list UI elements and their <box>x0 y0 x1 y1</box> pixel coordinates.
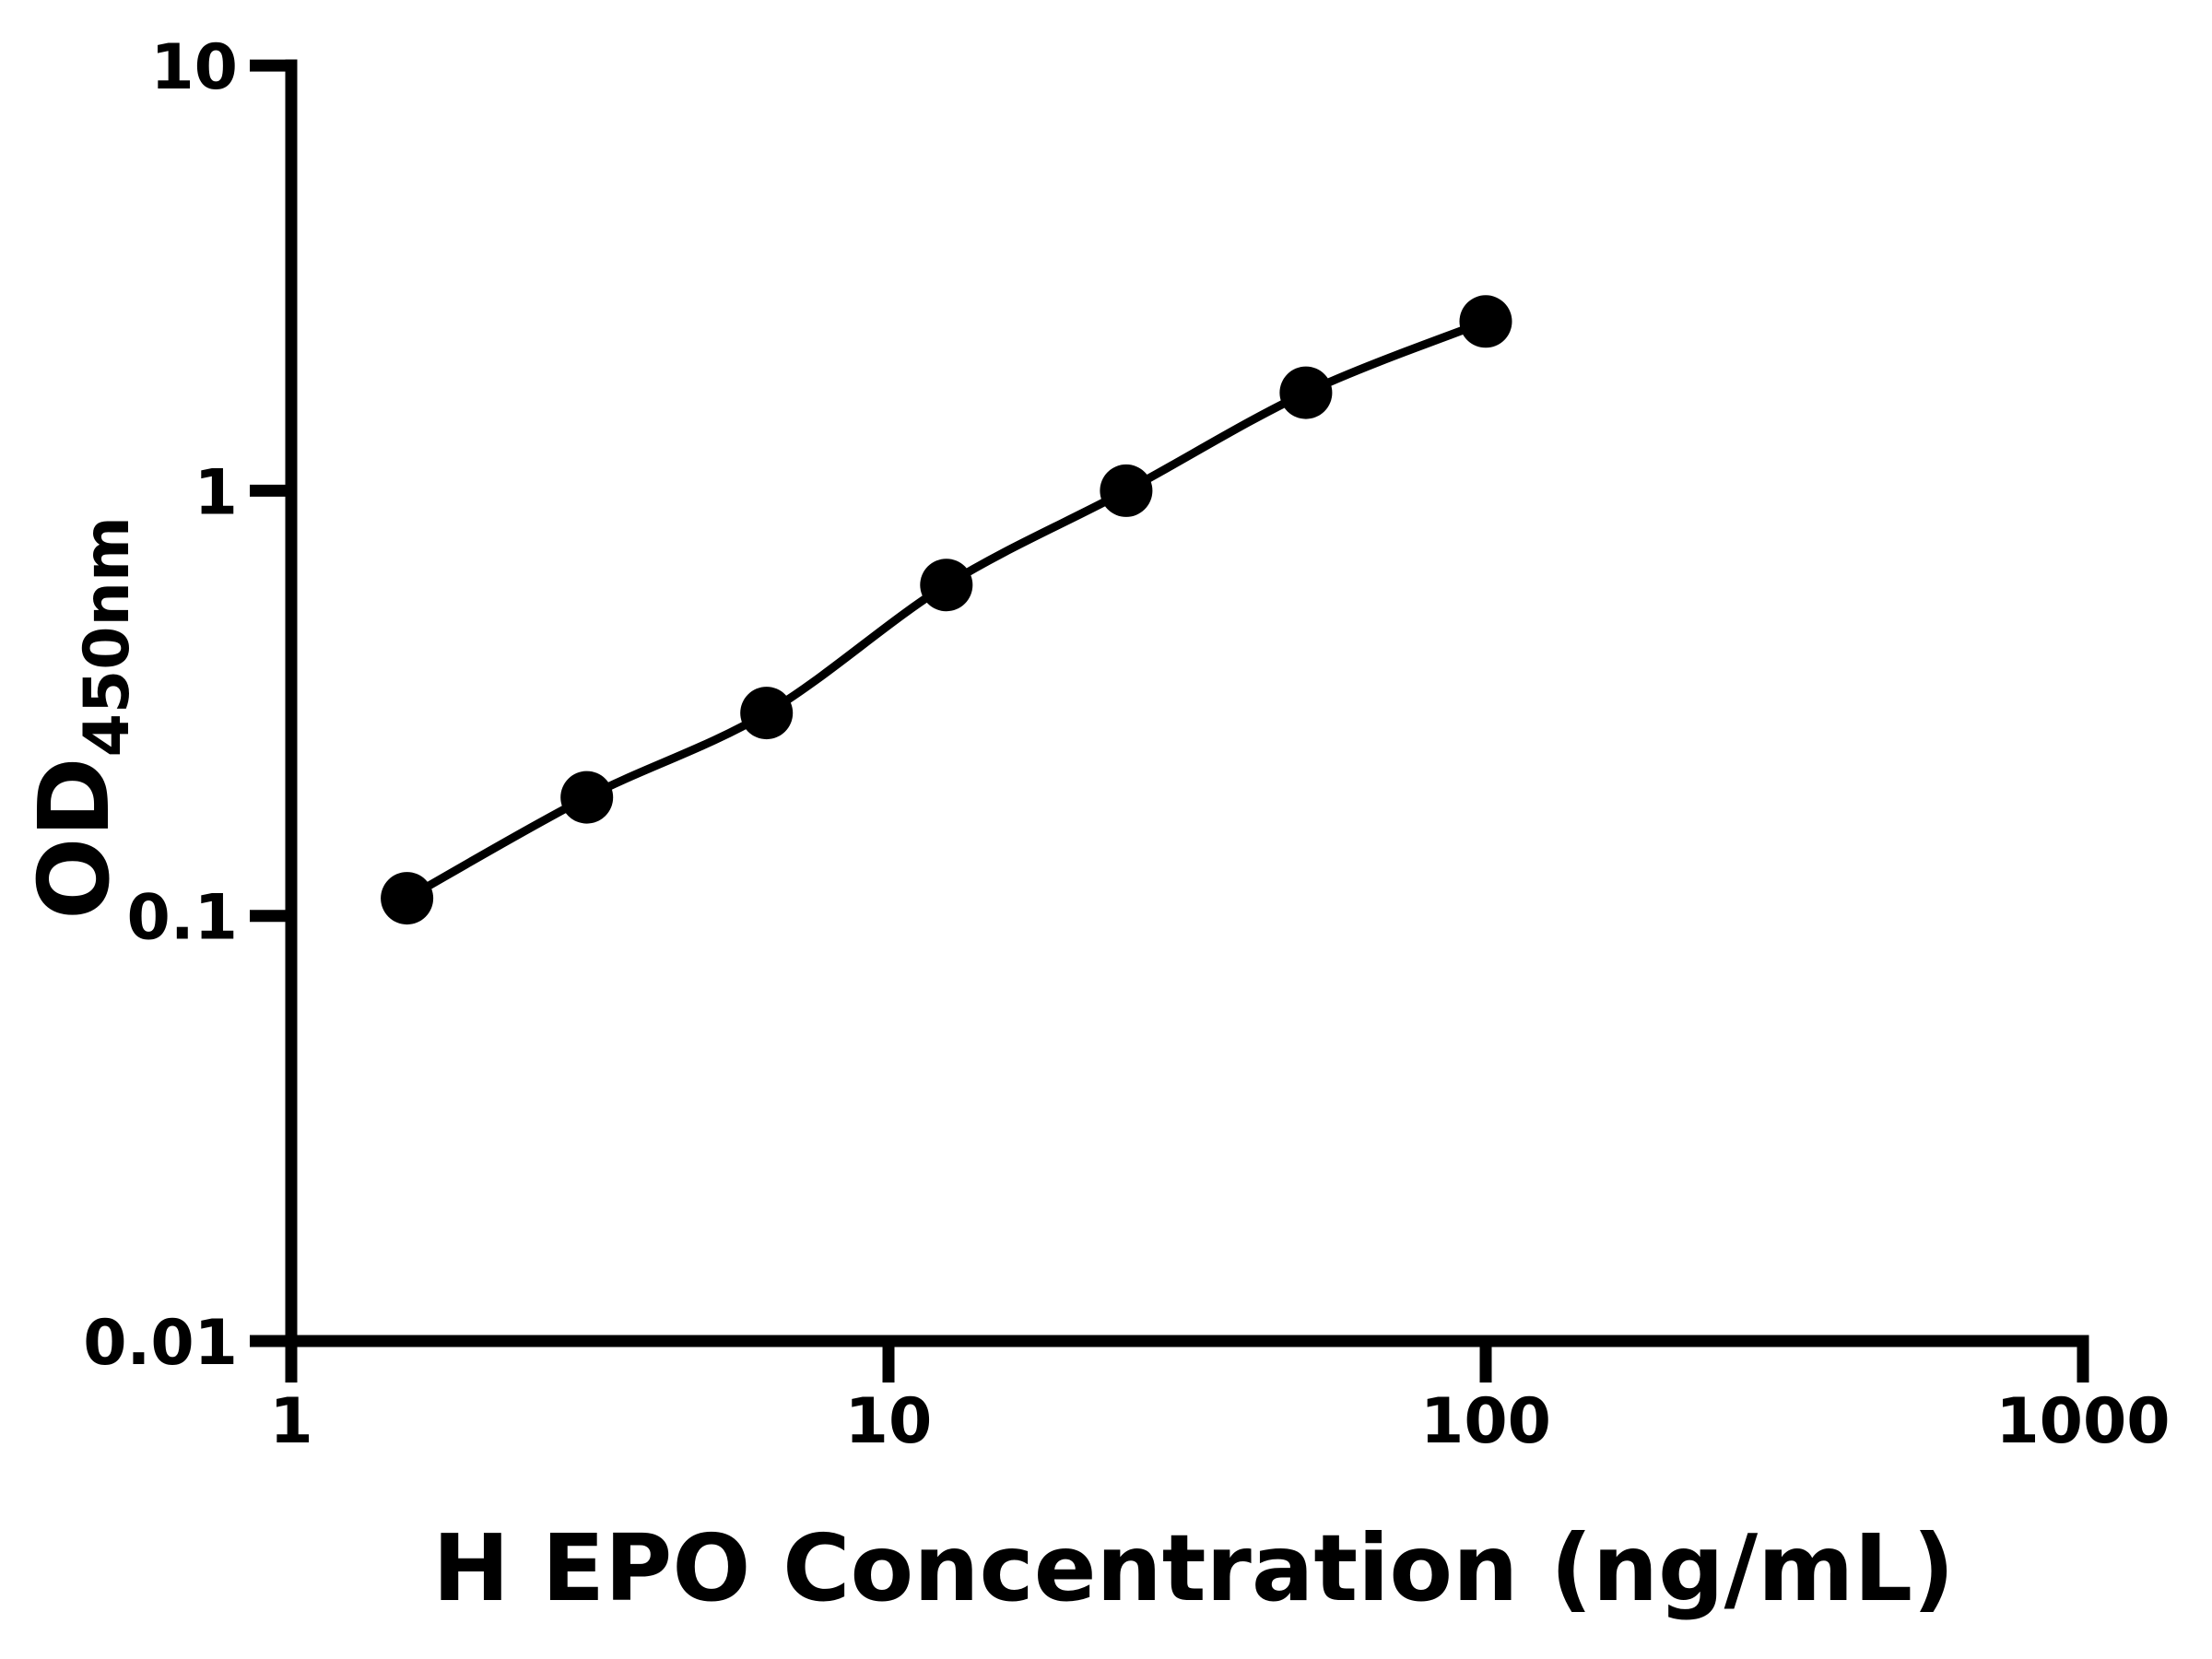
data-point-marker <box>560 771 614 824</box>
y-tick-label: 1 <box>194 456 238 529</box>
data-point-marker <box>381 872 434 925</box>
y-tick-label: 0.01 <box>83 1307 238 1380</box>
x-tick-label: 100 <box>1420 1385 1551 1458</box>
x-tick-label: 1 <box>269 1385 312 1458</box>
y-axis-title-main: OD <box>18 757 131 919</box>
data-point-marker <box>920 559 973 612</box>
data-point-marker <box>740 687 794 740</box>
y-axis-title: OD450nm <box>18 516 144 920</box>
data-point-marker <box>1100 464 1153 517</box>
x-tick-label: 1000 <box>1995 1385 2170 1458</box>
x-tick-label: 10 <box>845 1385 933 1458</box>
y-axis-title-subscript: 450nm <box>71 516 144 757</box>
data-point-marker <box>1279 366 1333 419</box>
y-tick-label: 10 <box>150 31 238 104</box>
x-axis-title: H EPO Concentration (ng/mL) <box>432 1514 1955 1622</box>
y-tick-label: 0.1 <box>127 882 238 955</box>
data-point-marker <box>1459 295 1512 348</box>
